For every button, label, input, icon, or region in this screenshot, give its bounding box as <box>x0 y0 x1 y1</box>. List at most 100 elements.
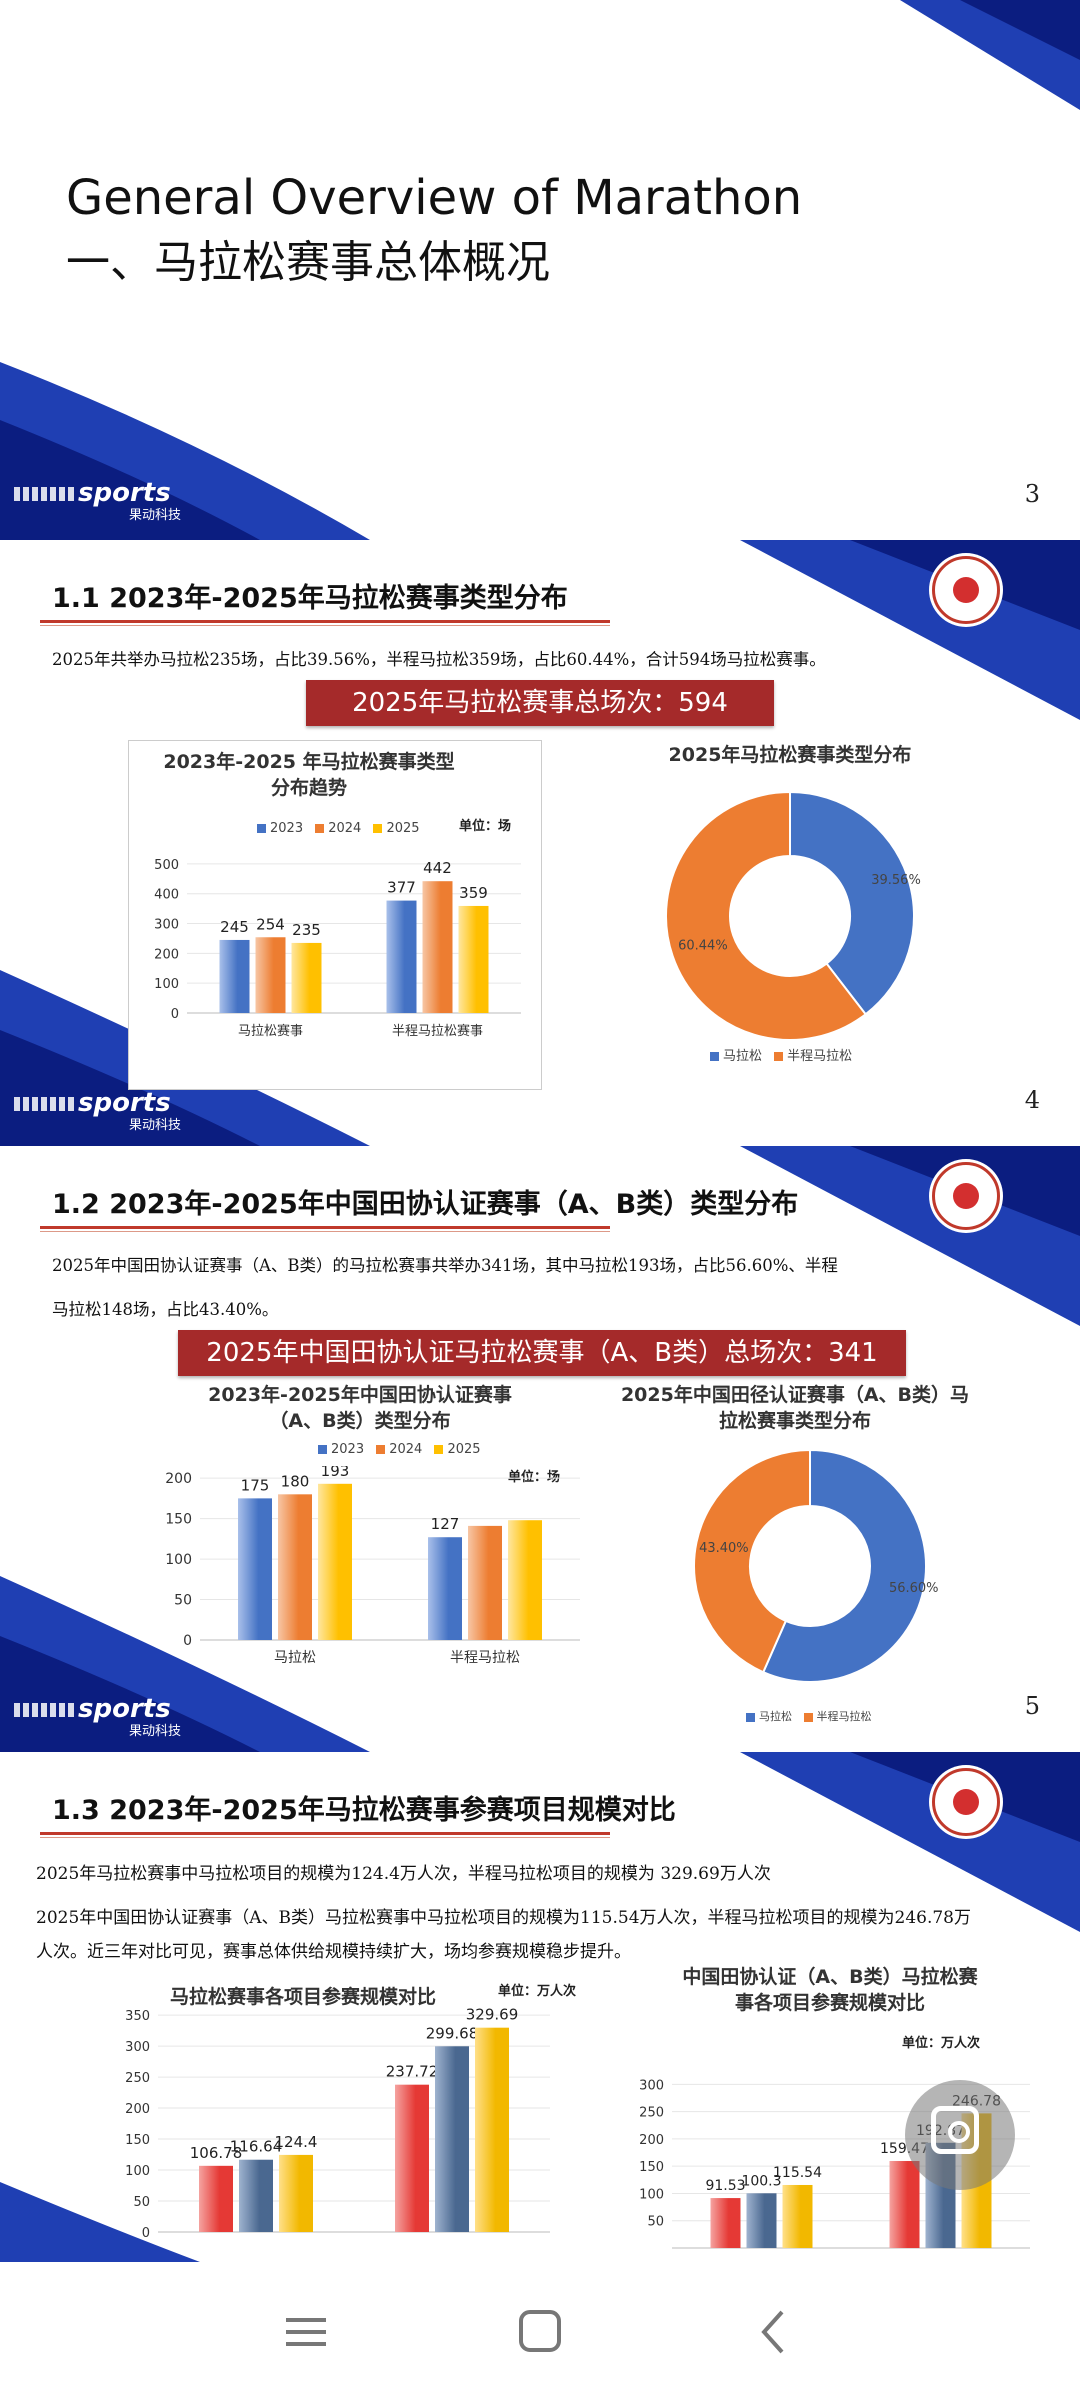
data-label: 115.54 <box>773 2165 822 2181</box>
x-tick-label: 马拉松 <box>274 1650 316 1666</box>
y-tick-label: 250 <box>125 2071 150 2086</box>
data-label: 124.4 <box>275 2133 318 2151</box>
bar-series-2-0 <box>782 2184 813 2248</box>
slide-certified-distribution: 1.2 2023年-2025年中国田协认证赛事（A、B类）类型分布 2025年中… <box>0 1146 1080 1752</box>
bar-series-1-0 <box>746 2193 777 2248</box>
total-banner: 2025年马拉松赛事总场次：594 <box>306 680 774 726</box>
back-icon[interactable] <box>738 2302 808 2362</box>
donut-legend: 马拉松 半程马拉松 <box>702 1045 852 1064</box>
y-tick-label: 0 <box>142 2226 150 2241</box>
donut-title: 2025年中国田径认证赛事（A、B类）马拉松赛事类型分布 <box>620 1384 970 1432</box>
x-tick-label: 半程马拉松赛事 <box>392 1023 483 1039</box>
bar-2023-1 <box>428 1537 462 1640</box>
slice-半程马拉松 <box>693 1448 811 1674</box>
bar-2023-0 <box>238 1498 272 1640</box>
title-underline <box>40 1226 610 1232</box>
slice-label: 39.56% <box>871 873 921 888</box>
bar-2024-0 <box>255 937 286 1013</box>
recent-apps-icon[interactable] <box>272 2302 342 2362</box>
y-tick-label: 150 <box>125 2133 150 2148</box>
section-description-1: 2025年马拉松赛事中马拉松项目的规模为124.4万人次，半程马拉松项目的规模为… <box>36 1864 771 1884</box>
slice-半程马拉松 <box>665 790 868 1041</box>
y-tick-label: 400 <box>154 888 179 903</box>
bar-2024-1 <box>468 1525 502 1640</box>
logo: sports 果动科技 <box>14 478 181 523</box>
y-tick-label: 300 <box>639 2078 664 2093</box>
chart-legend: 2023 2024 2025 <box>249 821 420 836</box>
section-title: 1.1 2023年-2025年马拉松赛事类型分布 <box>52 583 568 614</box>
y-tick-label: 50 <box>133 2195 150 2210</box>
chart-unit: 单位：万人次 <box>498 1984 577 1999</box>
chart-legend: 2023 2024 2025 <box>310 1442 481 1457</box>
home-icon[interactable] <box>505 2302 575 2362</box>
data-label: 235 <box>292 921 321 939</box>
data-label: 193 <box>321 1466 350 1480</box>
section-description-1: 2025年中国田协认证赛事（A、B类）的马拉松赛事共举办341场，其中马拉松19… <box>52 1256 838 1275</box>
data-label: 106.78 <box>190 2144 243 2162</box>
section-description-2: 2025年中国田协认证赛事（A、B类）马拉松赛事中马拉松项目的规模为115.54… <box>36 1908 971 1928</box>
section-title: 1.3 2023年-2025年马拉松赛事参赛项目规模对比 <box>52 1795 676 1826</box>
title-underline <box>40 1832 610 1838</box>
y-tick-label: 50 <box>647 2215 664 2230</box>
y-tick-label: 100 <box>165 1552 192 1568</box>
image-search-button[interactable] <box>905 2080 1015 2190</box>
chart-type-trend: 2023年-2025 年马拉松赛事类型分布趋势 2023 2024 2025 单… <box>128 740 542 1090</box>
slide-participation-scale: 1.3 2023年-2025年马拉松赛事参赛项目规模对比 2025年马拉松赛事中… <box>0 1752 1080 2262</box>
donut-chart: 39.56% 60.44% <box>665 790 921 1041</box>
section-description: 2025年共举办马拉松235场，占比39.56%，半程马拉松359场，占比60.… <box>52 650 826 669</box>
cover-decoration <box>0 0 1080 540</box>
association-emblem <box>932 556 1000 624</box>
x-tick-label: 半程马拉松 <box>450 1650 520 1666</box>
y-tick-label: 200 <box>639 2133 664 2148</box>
bar-2023-1 <box>386 900 417 1013</box>
cover-title-cn: 一、马拉松赛事总体概况 <box>66 237 550 288</box>
data-label: 254 <box>256 915 285 933</box>
y-tick-label: 50 <box>174 1593 192 1609</box>
y-tick-label: 200 <box>165 1471 192 1487</box>
chart-unit: 单位：万人次 <box>902 2036 981 2051</box>
y-tick-label: 350 <box>125 2009 150 2024</box>
logo-mark <box>14 1702 74 1717</box>
image-search-icon <box>931 2106 979 2154</box>
donut-title: 2025年马拉松赛事类型分布 <box>668 744 912 766</box>
y-tick-label: 300 <box>125 2040 150 2055</box>
association-emblem <box>932 1162 1000 1230</box>
y-tick-label: 100 <box>639 2187 664 2202</box>
chart-title: 中国田协认证（A、B类）马拉松赛事各项目参赛规模对比 <box>682 1966 978 2014</box>
data-label: 377 <box>387 879 416 897</box>
y-tick-label: 300 <box>154 918 179 933</box>
chart-unit: 单位：场 <box>508 1470 561 1485</box>
data-label: 299.68 <box>426 2024 479 2042</box>
bar-series-0-0 <box>199 2165 233 2232</box>
bar-2025-0 <box>318 1483 352 1640</box>
y-tick-label: 150 <box>165 1512 192 1528</box>
bar-series-1-0 <box>239 2159 273 2232</box>
bar-series-2-0 <box>279 2154 313 2232</box>
chart-title: 马拉松赛事各项目参赛规模对比 <box>170 1986 437 2008</box>
cover-title-en: General Overview of Marathon <box>66 170 803 226</box>
y-tick-label: 250 <box>639 2106 664 2121</box>
total-banner: 2025年中国田协认证马拉松赛事（A、B类）总场次：341 <box>178 1330 906 1376</box>
bar-series-2-1 <box>475 2027 509 2232</box>
slice-label: 43.40% <box>699 1541 749 1556</box>
section-description-2: 马拉松148场，占比43.40%。 <box>52 1300 279 1319</box>
slice-马拉松 <box>761 1448 927 1683</box>
data-label: 359 <box>459 884 488 902</box>
data-label: 100.3 <box>741 2173 781 2189</box>
section-title: 1.2 2023年-2025年中国田协认证赛事（A、B类）类型分布 <box>52 1189 799 1220</box>
association-emblem <box>932 1768 1000 1836</box>
bar-series-1-1 <box>435 2046 469 2232</box>
chart-title: 2023年-2025年中国田协认证赛事（A、B类）类型分布 <box>208 1384 512 1432</box>
y-tick-label: 0 <box>171 1007 179 1022</box>
slice-label: 56.60% <box>889 1581 939 1596</box>
chart-plot: 0 100 200 300 400 500 245 254 235 马拉松赛事 377 442 359 半… <box>154 858 521 1039</box>
donut-chart: 56.60% 43.40% <box>693 1448 939 1683</box>
data-label: 245 <box>220 918 249 936</box>
data-label: 91.53 <box>705 2178 745 2194</box>
chart-title: 2023年-2025 年马拉松赛事类型分布趋势 <box>163 751 455 799</box>
data-label: 329.69 <box>466 2006 519 2024</box>
data-label: 175 <box>241 1476 270 1494</box>
logo-mark <box>14 486 74 501</box>
section-description-3: 人次。近三年对比可见，赛事总体供给规模持续扩大，场均参赛规模稳步提升。 <box>36 1942 631 1962</box>
